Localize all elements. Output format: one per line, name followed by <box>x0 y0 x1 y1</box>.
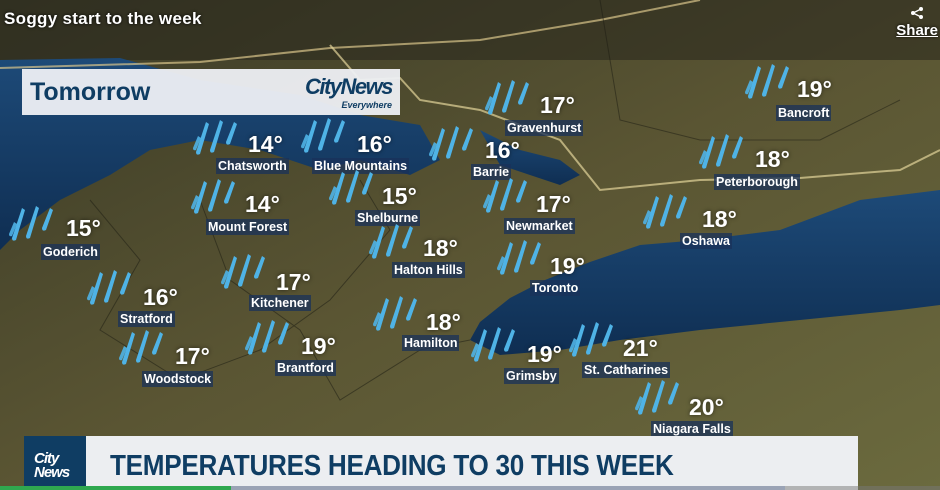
rain-icon <box>470 325 518 365</box>
city-temperature: 17° <box>540 92 575 118</box>
city-name: Oshawa <box>680 233 732 249</box>
lake-ontario <box>470 190 940 355</box>
city-name: Halton Hills <box>392 262 465 278</box>
city-name: Brantford <box>275 360 336 376</box>
city-temperature: 14° <box>245 191 280 217</box>
city-temperature: 16° <box>143 284 178 310</box>
city-name: Goderich <box>41 244 100 260</box>
city-name: Gravenhurst <box>505 120 584 136</box>
forecast-day-banner: Tomorrow CityNews Everywhere <box>22 69 400 115</box>
city-temperature: 17° <box>276 269 311 295</box>
city-name: Shelburne <box>355 210 421 226</box>
city-temperature: 16° <box>485 137 520 163</box>
city-name: Chatsworth <box>216 158 289 174</box>
forecast-day: Tomorrow <box>30 77 151 106</box>
rain-icon <box>190 177 238 217</box>
buffered-bar <box>0 486 785 490</box>
rain-icon <box>744 62 792 102</box>
city-name: Mount Forest <box>206 219 290 235</box>
rain-icon <box>568 320 616 360</box>
city-name: Peterborough <box>714 174 800 190</box>
city-temperature: 18° <box>702 206 737 232</box>
city-temperature: 16° <box>357 131 392 157</box>
rain-icon <box>244 318 292 358</box>
rain-icon <box>428 124 476 164</box>
rain-icon <box>328 168 376 208</box>
rain-icon <box>118 328 166 368</box>
rain-icon <box>220 252 268 292</box>
city-temperature: 14° <box>248 131 283 157</box>
city-name: Bancroft <box>776 105 832 121</box>
city-temperature: 19° <box>527 341 562 367</box>
city-name: Kitchener <box>249 295 311 311</box>
city-temperature: 17° <box>175 343 210 369</box>
city-name: Toronto <box>530 280 581 296</box>
played-bar <box>0 486 232 490</box>
city-temperature: 15° <box>66 215 101 241</box>
city-temperature: 21° <box>623 335 658 361</box>
citynews-logo: CityNews Everywhere <box>304 74 394 110</box>
video-title: Soggy start to the week <box>4 9 202 28</box>
rain-icon <box>698 132 746 172</box>
lower-third: City News TEMPERATURES HEADING TO 30 THIS… <box>24 436 858 490</box>
city-name: Barrie <box>471 164 512 180</box>
city-temperature: 20° <box>689 394 724 420</box>
video-progress-bar[interactable] <box>0 486 940 490</box>
share-icon <box>911 7 924 19</box>
rain-icon <box>368 222 416 262</box>
rain-icon <box>8 204 56 244</box>
city-name: Niagara Falls <box>651 421 733 437</box>
rain-icon <box>372 294 420 334</box>
rain-icon <box>86 268 134 308</box>
city-name: Stratford <box>118 311 175 327</box>
city-temperature: 19° <box>550 253 585 279</box>
headline: TEMPERATURES HEADING TO 30 THIS WEEK <box>110 450 674 482</box>
city-name: Newmarket <box>504 218 575 234</box>
rain-icon <box>484 78 532 118</box>
city-temperature: 17° <box>536 191 571 217</box>
citynews-badge: City News <box>24 436 86 490</box>
city-temperature: 18° <box>423 235 458 261</box>
city-name: Woodstock <box>142 371 214 387</box>
city-temperature: 18° <box>755 146 790 172</box>
share-label: Share <box>896 22 938 39</box>
city-temperature: 19° <box>301 333 336 359</box>
city-name: Hamilton <box>402 335 460 351</box>
city-name: St. Catharines <box>582 362 671 378</box>
rain-icon <box>192 118 240 158</box>
rain-icon <box>300 116 348 156</box>
lake-simcoe <box>480 130 580 185</box>
rain-icon <box>634 378 682 418</box>
city-temperature: 18° <box>426 309 461 335</box>
city-name: Blue Mountains <box>312 158 410 174</box>
city-temperature: 15° <box>382 183 417 209</box>
rain-icon <box>482 176 530 216</box>
city-name: Grimsby <box>504 368 559 384</box>
share-button[interactable]: Share <box>896 6 938 39</box>
city-temperature: 19° <box>797 76 832 102</box>
rain-icon <box>642 192 690 232</box>
rain-icon <box>496 238 544 278</box>
